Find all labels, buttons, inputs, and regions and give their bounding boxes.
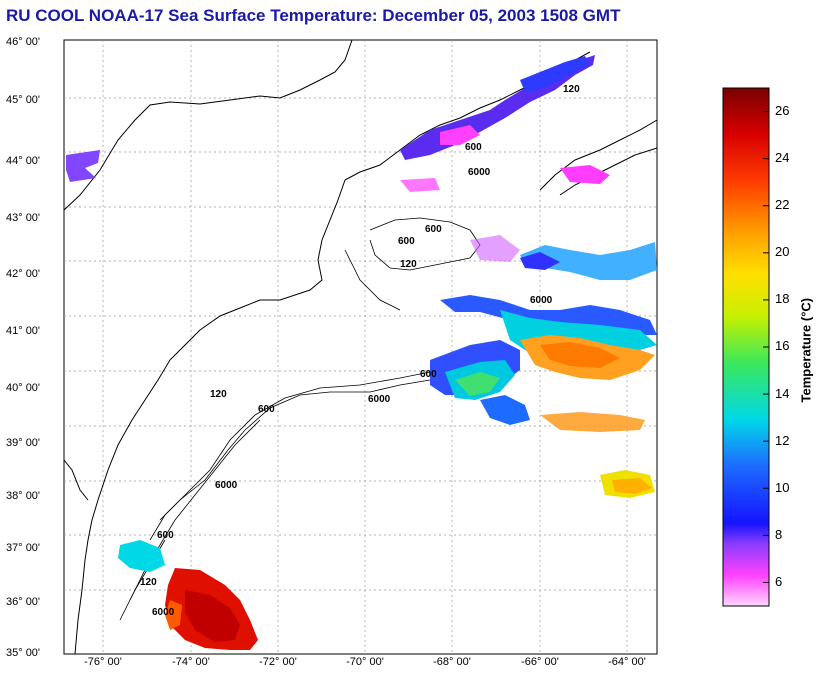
contour-labels: 120 600 6000 600 600 120 6000 600 6000 1…: [140, 84, 580, 618]
lat-label: 35° 00': [6, 647, 41, 659]
lon-label: -66° 00': [521, 656, 559, 668]
colorbar-tick-label: 20: [775, 244, 790, 259]
contour-label: 600: [157, 530, 174, 541]
colorbar-tick-label: 22: [775, 197, 790, 212]
lat-label: 39° 00': [6, 437, 41, 449]
colorbar-tick-label: 26: [775, 103, 790, 118]
colorbar-label: Temperature (°C): [798, 297, 814, 403]
lat-label: 45° 00': [6, 94, 41, 106]
lat-label: 46° 00': [6, 36, 41, 48]
contour-label: 6000: [530, 295, 553, 306]
lon-label: -76° 00': [84, 656, 122, 668]
contour-label: 120: [563, 84, 580, 95]
lon-label: -64° 00': [608, 656, 646, 668]
colorbar-tick-label: 12: [775, 433, 790, 448]
lat-label: 38° 00': [6, 490, 41, 502]
colorbar-tick-label: 8: [775, 527, 783, 542]
colorbar-tick-label: 16: [775, 338, 790, 353]
contour-label: 120: [140, 577, 157, 588]
contour-label: 600: [420, 369, 437, 380]
contour-label: 600: [398, 236, 415, 247]
sst-data: [66, 55, 657, 650]
colorbar: [722, 87, 770, 607]
lat-label: 36° 00': [6, 596, 41, 608]
lat-label: 42° 00': [6, 268, 41, 280]
lat-label: 43° 00': [6, 212, 41, 224]
contour-label: 6000: [368, 394, 391, 405]
lat-label: 37° 00': [6, 542, 41, 554]
colorbar-ticks: [763, 111, 769, 583]
contour-label: 600: [425, 224, 442, 235]
colorbar-tick-label: 18: [775, 291, 790, 306]
lat-label: 40° 00': [6, 382, 41, 394]
colorbar-tick-label: 24: [775, 150, 790, 165]
colorbar-tick-label: 14: [775, 386, 790, 401]
contour-label: 120: [210, 389, 227, 400]
contour-label: 6000: [215, 480, 238, 491]
map-title: RU COOL NOAA-17 Sea Surface Temperature:…: [6, 6, 621, 25]
contour-label: 6000: [468, 167, 491, 178]
lat-label: 41° 00': [6, 325, 41, 337]
graticule: [64, 40, 657, 654]
lon-label: -72° 00': [259, 656, 297, 668]
contour-label: 600: [465, 142, 482, 153]
lon-label: -70° 00': [346, 656, 384, 668]
contour-label: 600: [258, 404, 275, 415]
colorbar-tick-label: 10: [775, 480, 790, 495]
colorbar-tick-label: 6: [775, 574, 783, 589]
lon-label: -74° 00': [172, 656, 210, 668]
contour-label: 120: [400, 259, 417, 270]
lat-label: 44° 00': [6, 155, 41, 167]
lon-label: -68° 00': [433, 656, 471, 668]
contour-label: 6000: [152, 607, 175, 618]
